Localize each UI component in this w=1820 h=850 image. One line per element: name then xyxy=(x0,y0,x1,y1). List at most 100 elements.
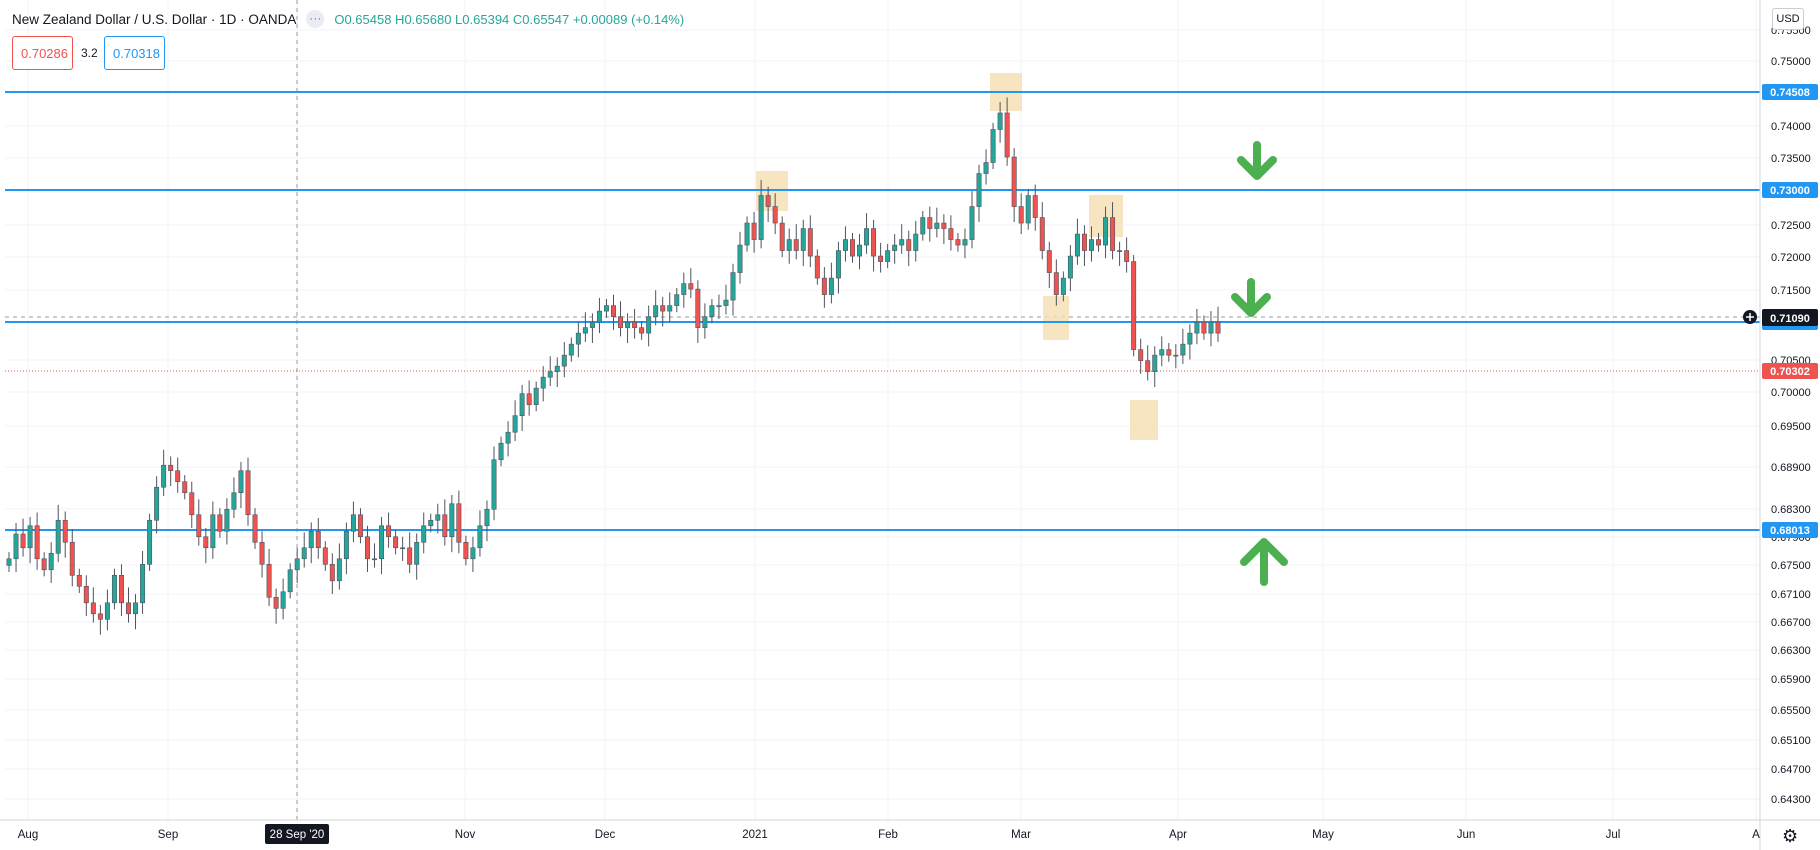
line-price-label: 0.68013 xyxy=(1770,525,1810,537)
date-label[interactable]: Nov xyxy=(455,829,476,841)
candle xyxy=(786,239,792,251)
candle xyxy=(224,508,230,532)
candle xyxy=(828,277,834,295)
last-price-label: 0.70302 xyxy=(1770,366,1810,378)
line-price-badge xyxy=(1762,182,1818,198)
line-price-label: 0.73000 xyxy=(1770,185,1810,197)
candle xyxy=(1088,239,1094,251)
date-label-highlight[interactable]: 28 Sep '20 xyxy=(270,829,325,841)
candle xyxy=(20,533,26,549)
candle xyxy=(906,239,912,251)
symbol-title: New Zealand Dollar / U.S. Dollar · 1D · … xyxy=(12,11,297,27)
candle xyxy=(301,547,307,560)
candle xyxy=(568,343,574,356)
candle xyxy=(575,332,581,345)
gear-icon[interactable]: ⚙ xyxy=(1782,826,1799,846)
buy-button[interactable]: 0.70318 xyxy=(104,36,165,70)
candle xyxy=(365,536,370,560)
price-axis[interactable]: 0.755000.750000.740000.735000.725000.720… xyxy=(1743,0,1818,850)
candle xyxy=(1032,195,1038,218)
date-axis[interactable]: Aug Sep 28 Sep '20 Nov Dec 2021 Feb Mar Apr May Ju… xyxy=(0,819,1820,844)
candle xyxy=(357,514,363,538)
candle xyxy=(899,239,905,246)
candle xyxy=(442,514,448,538)
candle xyxy=(674,294,680,306)
horizontal-lines[interactable] xyxy=(5,91,1760,531)
candle xyxy=(857,244,862,257)
currency-button[interactable]: USD xyxy=(1772,8,1804,30)
date-label[interactable]: Dec xyxy=(595,829,616,841)
ohlc-values: O0.65458 H0.65680 L0.65394 C0.65547 +0.0… xyxy=(334,11,685,27)
candle xyxy=(1067,255,1073,279)
more-icon[interactable]: ··· xyxy=(306,10,325,28)
candle xyxy=(1060,277,1066,295)
candle xyxy=(484,508,490,527)
candle xyxy=(1187,332,1193,345)
candle xyxy=(126,602,131,615)
candle xyxy=(927,217,933,229)
date-label[interactable]: Jun xyxy=(1457,829,1476,841)
candle xyxy=(589,321,595,328)
price-tick-label: 0.72500 xyxy=(1771,220,1811,232)
candle xyxy=(892,244,898,251)
candle xyxy=(350,514,356,532)
candle xyxy=(182,481,188,494)
candle xyxy=(322,547,328,565)
candle xyxy=(850,239,855,257)
candle xyxy=(62,519,68,543)
candle xyxy=(842,239,848,251)
candle xyxy=(449,503,455,538)
crosshair-price-badge xyxy=(1762,309,1818,326)
candle xyxy=(189,492,195,516)
candle xyxy=(885,250,891,262)
candle xyxy=(48,552,54,571)
candle xyxy=(1081,233,1087,251)
candle xyxy=(533,387,539,405)
candle xyxy=(435,514,441,521)
price-tick-label: 0.67500 xyxy=(1771,560,1811,572)
candle xyxy=(526,393,532,405)
candle xyxy=(1117,250,1123,252)
date-label[interactable]: Jul xyxy=(1606,829,1621,841)
date-label[interactable]: Mar xyxy=(1011,829,1031,841)
candle xyxy=(259,541,265,565)
date-highlight-box xyxy=(265,824,329,844)
date-label[interactable]: May xyxy=(1312,829,1334,841)
date-label[interactable]: Sep xyxy=(158,829,178,841)
grid xyxy=(5,0,1760,820)
highlight-box xyxy=(1130,400,1158,440)
candle xyxy=(379,525,385,560)
pattern-highlights xyxy=(756,73,1158,440)
date-label[interactable]: Aug xyxy=(18,829,38,841)
candle xyxy=(667,305,673,312)
candle xyxy=(1096,239,1101,246)
candle xyxy=(336,558,342,582)
price-tick-label: 0.70000 xyxy=(1771,387,1811,399)
candle xyxy=(1004,112,1010,158)
candle xyxy=(308,530,314,549)
candle xyxy=(997,112,1003,130)
price-tick-label: 0.69500 xyxy=(1771,421,1811,433)
candle xyxy=(1194,321,1200,334)
candle xyxy=(372,558,377,561)
candle xyxy=(315,530,321,549)
candle xyxy=(519,393,525,416)
date-label[interactable]: A xyxy=(1752,829,1760,841)
sell-button[interactable]: 0.70286 xyxy=(12,36,73,70)
candle xyxy=(765,195,771,207)
candle xyxy=(983,162,989,174)
price-tick-label: 0.65900 xyxy=(1771,674,1811,686)
candle xyxy=(779,222,785,251)
date-label[interactable]: 2021 xyxy=(742,829,768,841)
price-tick-label: 0.74000 xyxy=(1771,121,1811,133)
candle xyxy=(104,602,110,620)
date-label[interactable]: Apr xyxy=(1169,829,1187,841)
candle xyxy=(976,173,982,207)
candle xyxy=(962,239,968,246)
date-label[interactable]: Feb xyxy=(878,829,898,841)
plus-icon xyxy=(1746,313,1754,321)
price-tick-label: 0.65100 xyxy=(1771,735,1811,747)
candle xyxy=(477,525,483,549)
